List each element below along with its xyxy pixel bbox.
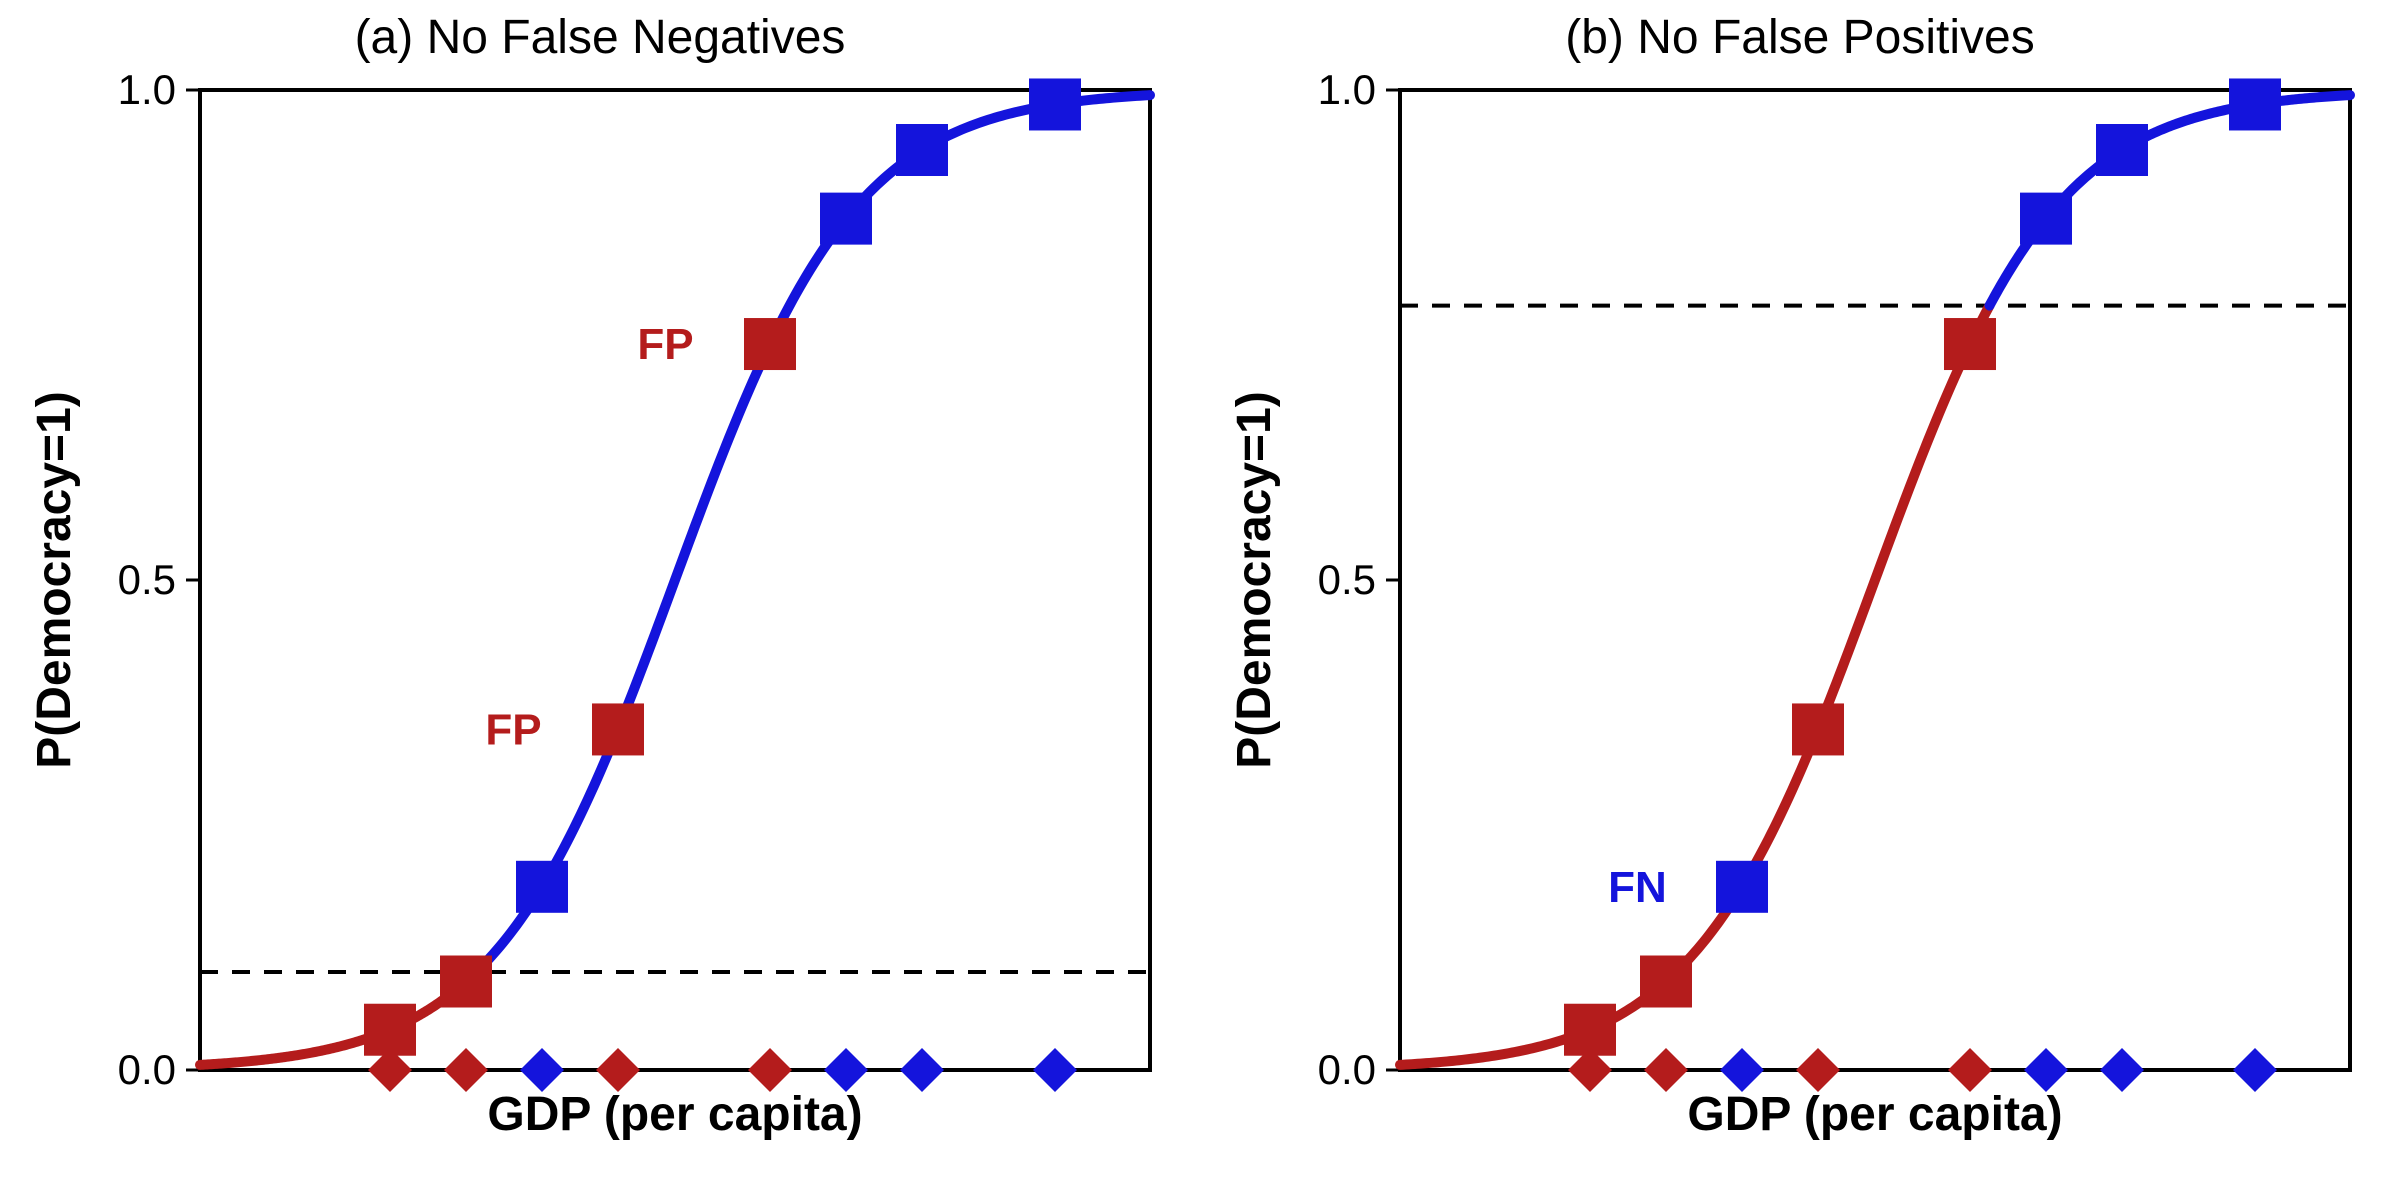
square-marker: [2020, 193, 2072, 245]
square-marker: [1564, 1004, 1616, 1056]
square-marker: [1716, 861, 1768, 913]
y-axis-label: P(Democracy=1): [1228, 391, 1281, 769]
annotation-label: FP: [637, 320, 693, 369]
logistic-curve-segment: [1400, 306, 1990, 1065]
x-axis-label: GDP (per capita): [1687, 1088, 2062, 1141]
panel-svg: 0.0 0.5 1.0 P(Democracy=1) GDP (per capita) F…: [0, 0, 1200, 1200]
diamond-marker: [900, 1048, 944, 1092]
diamond-marker: [1720, 1048, 1764, 1092]
panel-title: (b) No False Positives: [1200, 10, 2400, 65]
annotation-label: FP: [485, 705, 541, 754]
diamond-marker: [596, 1048, 640, 1092]
y-tick-label: 1.0: [1318, 66, 1376, 113]
y-tick-label: 0.5: [118, 556, 176, 603]
y-tick-label: 0.0: [118, 1046, 176, 1093]
logistic-curve-segment: [200, 972, 476, 1065]
square-marker: [516, 861, 568, 913]
square-marker: [364, 1004, 416, 1056]
y-tick-label: 0.5: [1318, 556, 1376, 603]
annotation-label: FN: [1608, 863, 1667, 912]
square-marker: [896, 124, 948, 176]
square-marker: [1792, 703, 1844, 755]
logistic-curve-segment: [476, 95, 1150, 972]
square-marker: [592, 703, 644, 755]
panel-b: (b) No False Positives 0.0 0.5 1.0 P(Democra…: [1200, 0, 2400, 1200]
y-tick-label: 1.0: [118, 66, 176, 113]
diamond-marker: [1948, 1048, 1992, 1092]
diamond-marker: [520, 1048, 564, 1092]
square-marker: [1640, 956, 1692, 1008]
x-axis-label: GDP (per capita): [487, 1088, 862, 1141]
square-marker: [820, 193, 872, 245]
square-marker: [1944, 318, 1996, 370]
diamond-marker: [824, 1048, 868, 1092]
square-marker: [2229, 78, 2281, 130]
square-marker: [440, 956, 492, 1008]
square-marker: [1029, 78, 1081, 130]
diamond-marker: [2024, 1048, 2068, 1092]
panel-svg: 0.0 0.5 1.0 P(Democracy=1) GDP (per capita) F…: [1200, 0, 2400, 1200]
diamond-marker: [2233, 1048, 2277, 1092]
panel-title: (a) No False Negatives: [0, 10, 1200, 65]
y-axis-label: P(Democracy=1): [28, 391, 81, 769]
y-tick-label: 0.0: [1318, 1046, 1376, 1093]
diamond-marker: [1796, 1048, 1840, 1092]
diamond-marker: [2100, 1048, 2144, 1092]
diamond-marker: [1033, 1048, 1077, 1092]
diamond-marker: [444, 1048, 488, 1092]
diamond-marker: [748, 1048, 792, 1092]
panel-a: (a) No False Negatives 0.0 0.5 1.0 P(Democra…: [0, 0, 1200, 1200]
figure-container: (a) No False Negatives 0.0 0.5 1.0 P(Democra…: [0, 0, 2400, 1200]
square-marker: [2096, 124, 2148, 176]
square-marker: [744, 318, 796, 370]
diamond-marker: [1644, 1048, 1688, 1092]
